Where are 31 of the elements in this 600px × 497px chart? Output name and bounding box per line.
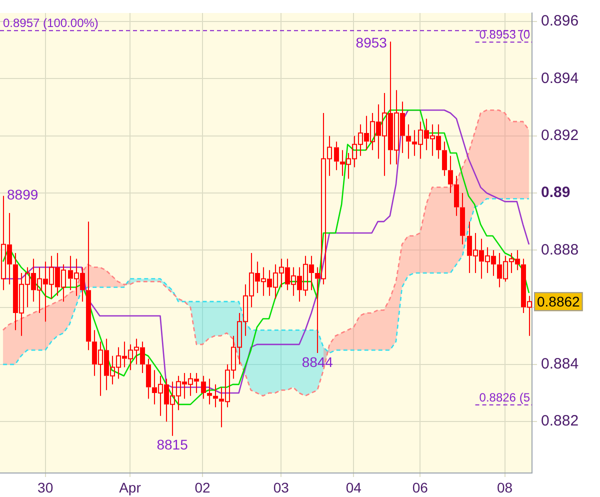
y-tick-label: 0.884 [541, 356, 579, 373]
text: 0.8862 [537, 293, 580, 310]
x-tick-label: 06 [412, 479, 428, 496]
x-tick-label: 08 [497, 479, 513, 496]
candlestick [207, 378, 212, 405]
candlestick [454, 175, 459, 216]
ref-line-label: 0.8957 (100.00%) [3, 16, 98, 30]
x-tick-label: 04 [346, 479, 362, 496]
annotation: 8844 [302, 354, 334, 370]
candlestick [146, 358, 151, 400]
candlestick [334, 141, 339, 171]
ref-line-label: 0.8826 (5 [479, 390, 530, 404]
candlestick [406, 124, 411, 160]
y-tick-label: 0.89 [541, 184, 570, 202]
annotation: 8953 [356, 34, 388, 50]
candlestick [448, 155, 453, 194]
annotation: 8899 [7, 186, 38, 203]
x-tick-label: Apr [119, 479, 142, 496]
y-tick-label: 0.882 [541, 412, 579, 430]
x-tick-label: 02 [194, 479, 211, 496]
y-tick-label: 0.892 [541, 127, 579, 144]
x-tick-label: 03 [273, 479, 290, 496]
annotation: 8815 [156, 436, 188, 453]
candlestick [442, 141, 447, 176]
candlestick [460, 192, 465, 245]
y-tick-label: 0.894 [541, 70, 579, 87]
x-tick-label: 30 [38, 479, 54, 496]
y-tick-label: 0.888 [541, 241, 579, 258]
candlestick [86, 221, 91, 351]
y-tick-label: 0.896 [541, 12, 579, 30]
candlestick [201, 375, 206, 400]
